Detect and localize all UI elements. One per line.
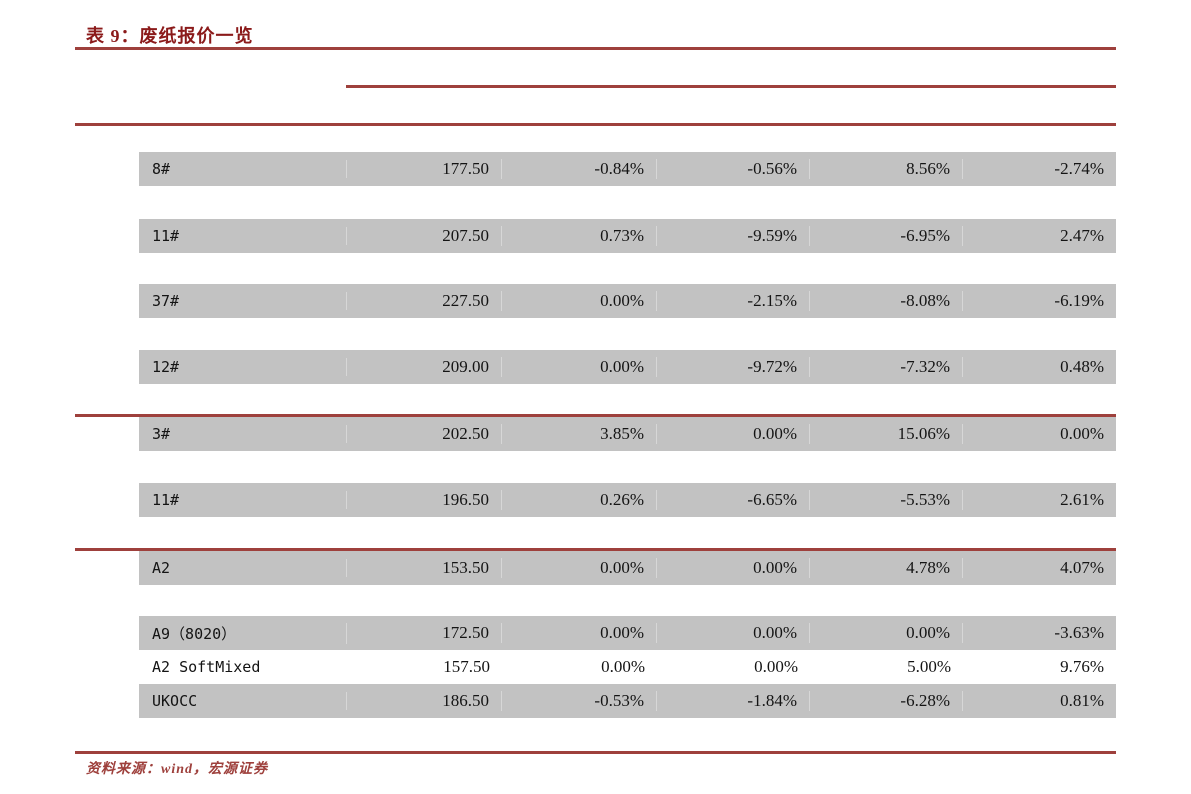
change-cell-2: -0.56%: [657, 159, 810, 179]
table-row: 11# 196.50 0.26% -6.65% -5.53% 2.61%: [139, 483, 1116, 517]
table-row: 12# 209.00 0.00% -9.72% -7.32% 0.48%: [139, 350, 1116, 384]
price-cell: 227.50: [347, 291, 502, 311]
header-bottom-border: [75, 123, 1116, 126]
change-cell-4: 0.48%: [1060, 357, 1104, 376]
change-cell-4: 0.00%: [1060, 424, 1104, 443]
price-cell: 186.50: [347, 691, 502, 711]
change-cell-3: -7.32%: [810, 357, 963, 377]
price-cell: 172.50: [347, 623, 502, 643]
change-cell-1: 0.00%: [601, 657, 645, 676]
change-cell-1: 0.26%: [502, 490, 657, 510]
table-bottom-border: [75, 751, 1116, 754]
price-cell: 196.50: [347, 490, 502, 510]
change-cell-1: 0.73%: [502, 226, 657, 246]
row-label: A9（8020）: [139, 622, 347, 644]
change-cell-1: 0.00%: [502, 558, 657, 578]
change-cell-2: 0.00%: [657, 623, 810, 643]
header-top-border: [346, 85, 1116, 88]
row-label: 11#: [139, 491, 347, 509]
change-cell-2: -9.59%: [657, 226, 810, 246]
change-cell-3: 0.00%: [810, 623, 963, 643]
price-cell: 207.50: [347, 226, 502, 246]
row-label: 12#: [139, 358, 347, 376]
table-row: UKOCC 186.50 -0.53% -1.84% -6.28% 0.81%: [139, 684, 1116, 718]
change-cell-4: 2.47%: [1060, 226, 1104, 245]
change-cell-1: 0.00%: [502, 357, 657, 377]
change-cell-3: 15.06%: [810, 424, 963, 444]
table-row: 11# 207.50 0.73% -9.59% -6.95% 2.47%: [139, 219, 1116, 253]
change-cell-1: -0.84%: [502, 159, 657, 179]
price-cell: 153.50: [347, 558, 502, 578]
change-cell-2: -9.72%: [657, 357, 810, 377]
change-cell-3: -6.95%: [810, 226, 963, 246]
change-cell-3: -6.28%: [810, 691, 963, 711]
change-cell-1: 0.00%: [502, 623, 657, 643]
change-cell-3: 8.56%: [810, 159, 963, 179]
table-row: 3# 202.50 3.85% 0.00% 15.06% 0.00%: [139, 417, 1116, 451]
row-label: 3#: [139, 425, 347, 443]
change-cell-4: 4.07%: [1060, 558, 1104, 577]
row-label: 8#: [139, 160, 347, 178]
row-label: UKOCC: [139, 692, 347, 710]
table-row: 8# 177.50 -0.84% -0.56% 8.56% -2.74%: [139, 152, 1116, 186]
change-cell-4: -2.74%: [1054, 159, 1104, 178]
row-label: A2 SoftMixed: [152, 658, 261, 676]
table-row: A2 153.50 0.00% 0.00% 4.78% 4.07%: [139, 551, 1116, 585]
change-cell-4: -3.63%: [1054, 623, 1104, 642]
change-cell-3: -8.08%: [810, 291, 963, 311]
source-note: 资料来源：wind，宏源证券: [86, 762, 269, 777]
change-cell-2: 0.00%: [657, 424, 810, 444]
table-row: 37# 227.50 0.00% -2.15% -8.08% -6.19%: [139, 284, 1116, 318]
change-cell-1: 0.00%: [502, 291, 657, 311]
price-cell: 157.50: [443, 657, 490, 676]
change-cell-4: 2.61%: [1060, 490, 1104, 509]
change-cell-4: -6.19%: [1054, 291, 1104, 310]
table-row: A2 SoftMixed 157.50 0.00% 0.00% 5.00% 9.…: [139, 650, 1116, 684]
price-cell: 177.50: [347, 159, 502, 179]
section-divider-2: [75, 548, 1116, 551]
row-label: 11#: [139, 227, 347, 245]
table-title: 表 9：废纸报价一览: [86, 26, 254, 46]
table-row: A9（8020） 172.50 0.00% 0.00% 0.00% -3.63%: [139, 616, 1116, 650]
change-cell-2: 0.00%: [754, 657, 798, 676]
title-underline: [75, 47, 1116, 50]
change-cell-2: 0.00%: [657, 558, 810, 578]
change-cell-4: 0.81%: [1060, 691, 1104, 710]
row-label: A2: [139, 559, 347, 577]
price-cell: 209.00: [347, 357, 502, 377]
change-cell-3: -5.53%: [810, 490, 963, 510]
section-divider-1: [75, 414, 1116, 417]
change-cell-3: 5.00%: [907, 657, 951, 676]
change-cell-1: -0.53%: [502, 691, 657, 711]
change-cell-2: -1.84%: [657, 691, 810, 711]
change-cell-3: 4.78%: [810, 558, 963, 578]
price-cell: 202.50: [347, 424, 502, 444]
change-cell-1: 3.85%: [502, 424, 657, 444]
change-cell-4: 9.76%: [1060, 657, 1104, 676]
row-label: 37#: [139, 292, 347, 310]
change-cell-2: -2.15%: [657, 291, 810, 311]
change-cell-2: -6.65%: [657, 490, 810, 510]
